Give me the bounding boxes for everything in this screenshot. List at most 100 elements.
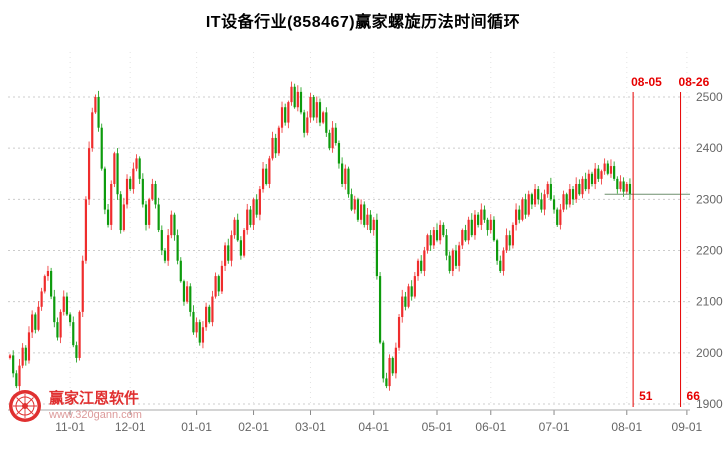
candle-body [119,194,122,231]
candle-body [480,209,483,225]
candle-body [157,204,160,231]
time-cycle-count: 51 [639,389,653,403]
candle-body [198,322,201,343]
candle-body [594,168,597,184]
candle-body [179,260,182,282]
candle-body [420,260,423,271]
candle-body [483,209,486,220]
candle-body [613,166,616,179]
candle-body [559,209,562,225]
candle-body [72,322,75,346]
candle-body [125,178,129,205]
candle-body [366,214,369,225]
candle-body [227,245,230,261]
candle-body [496,240,499,261]
candle-body [556,209,559,225]
candle-body [62,296,65,312]
candle-body [518,209,521,220]
candle-body [135,158,138,169]
candle-body [182,281,186,302]
candle-body [163,250,167,261]
candle-body [141,178,144,205]
candle-body [68,314,72,323]
candle-body [505,235,508,251]
candle-body [91,112,94,149]
candle-body [385,378,388,387]
x-axis-label: 09-01 [672,420,703,434]
candle-body [242,230,246,256]
candle-body [325,112,328,133]
time-cycle-date: 08-05 [631,75,662,89]
candle-body [223,245,227,266]
candle-body [299,91,303,113]
candle-body [334,127,337,144]
candle-body [15,373,18,387]
candle-body [328,132,331,149]
candle-body [603,163,606,172]
candle-body [233,219,236,236]
candle-body [246,209,249,231]
candle-body [318,102,322,123]
candle-body [382,342,385,379]
candle-body [12,355,15,374]
candle-body [43,276,46,292]
candle-body [138,158,141,179]
candle-body [448,255,451,271]
candle-body [524,199,527,215]
candle-body [499,260,502,271]
candle-body [176,235,179,261]
candle-body [467,219,470,241]
candle-body [258,189,261,215]
candle-body [34,314,37,330]
candle-body [201,327,205,343]
x-axis-label: 02-01 [238,420,269,434]
candle-body [353,199,356,210]
candle-body [132,168,135,190]
candle-body [549,183,552,200]
candle-body [546,183,549,195]
candle-body [144,204,148,225]
x-axis-label: 06-01 [475,420,506,434]
candle-body [454,250,458,266]
candle-body [151,183,154,200]
x-axis-label: 03-01 [295,420,326,434]
x-axis-label: 04-01 [358,420,389,434]
candle-body [170,214,173,236]
candle-body [521,199,524,220]
candle-body [296,91,299,108]
candle-body [502,250,505,271]
candle-body [59,311,62,338]
candle-body [619,181,622,190]
candle-body [575,183,578,200]
candle-body [208,306,211,323]
candle-body [94,97,97,113]
candle-body [606,163,609,174]
candle-body [220,265,224,292]
candle-body [426,235,429,251]
candle-body [50,270,53,297]
candle-body [388,357,391,387]
candle-body [543,194,546,210]
candle-body [249,209,252,225]
candle-body [87,148,91,200]
candle-body [489,219,492,231]
y-axis-label: 2100 [696,295,723,309]
candle-body [442,224,445,236]
candle-body [293,86,296,108]
candle-body [265,168,268,184]
candle-body [562,194,565,210]
watermark: 赢家江恩软件 www.320gann.com [8,389,142,423]
candle-body [397,317,401,348]
candle-body [473,214,477,236]
candle-body [31,314,34,333]
candle-body [372,219,375,231]
candle-body [413,276,416,297]
candle-body [511,224,515,246]
candle-body [205,306,208,328]
candle-body [451,250,454,271]
candle-body [81,260,84,312]
candle-body [167,235,170,261]
candle-body [590,173,594,184]
candle-body [255,199,258,215]
y-axis-label: 1900 [696,397,723,411]
